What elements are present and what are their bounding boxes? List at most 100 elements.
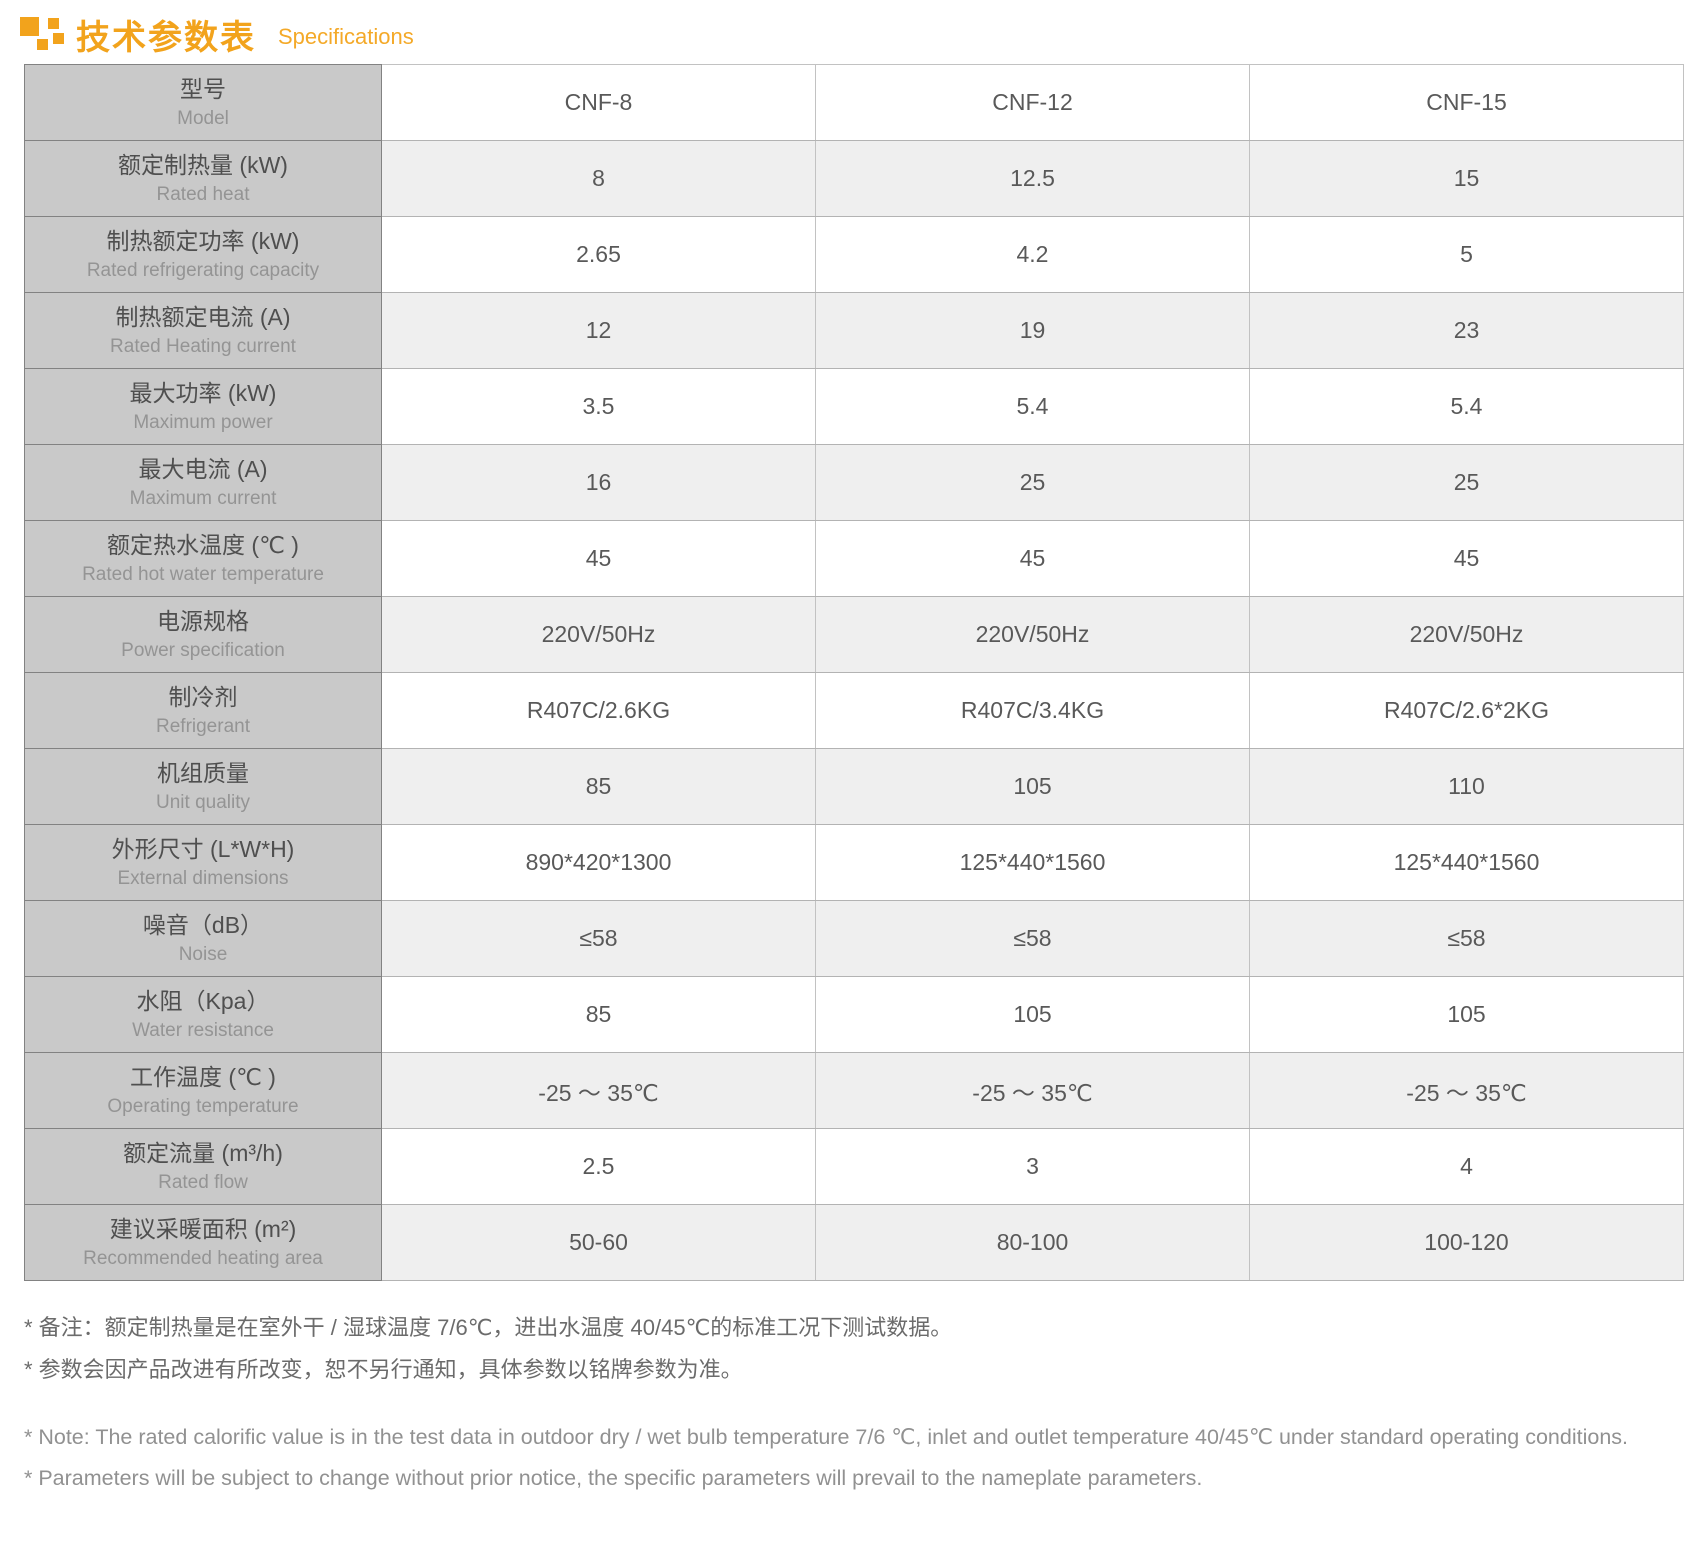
section-title-cn: 技术参数表: [76, 18, 256, 57]
spec-row: 额定流量 (m³/h) Rated flow 2.5 3 4: [24, 1128, 1684, 1205]
spec-value: 4.2: [815, 216, 1250, 293]
row-label-cn: 最大电流 (A): [138, 455, 268, 482]
row-label-cn: 额定制热量 (kW): [118, 151, 288, 178]
row-label-cn: 外形尺寸 (L*W*H): [111, 835, 295, 862]
row-label-cell: 额定制热量 (kW) Rated heat: [24, 140, 382, 217]
row-label-en: Recommended heating area: [83, 1247, 323, 1269]
row-label-cell: 制冷剂 Refrigerant: [24, 672, 382, 749]
spec-value: 220V/50Hz: [381, 596, 816, 673]
spec-value: 45: [1249, 520, 1684, 597]
model-name: CNF-12: [815, 64, 1250, 141]
section-header: 技术参数表 Specifications: [0, 0, 1705, 57]
row-label-en: Water resistance: [132, 1019, 274, 1041]
spec-value: 45: [815, 520, 1250, 597]
row-label-cell: 制热额定功率 (kW) Rated refrigerating capacity: [24, 216, 382, 293]
row-label-cn: 电源规格: [157, 607, 249, 634]
spec-row: 最大功率 (kW) Maximum power 3.5 5.4 5.4: [24, 368, 1684, 445]
spec-row: 制冷剂 Refrigerant R407C/2.6KG R407C/3.4KG R407…: [24, 672, 1684, 749]
spec-row: 最大电流 (A) Maximum current 16 25 25: [24, 444, 1684, 521]
spec-row: 额定热水温度 (℃ ) Rated hot water temperature 45…: [24, 520, 1684, 597]
row-label-en: Rated heat: [156, 183, 250, 205]
spec-value: 16: [381, 444, 816, 521]
spec-row: 电源规格 Power specification 220V/50Hz 220V/50H…: [24, 596, 1684, 673]
row-label-cn: 制热额定功率 (kW): [106, 227, 300, 254]
pixel-squares-icon: [20, 16, 66, 52]
row-label-cn: 噪音（dB）: [142, 911, 264, 938]
spec-row: 额定制热量 (kW) Rated heat 8 12.5 15: [24, 140, 1684, 217]
spec-value: 105: [815, 748, 1250, 825]
row-label-cn: 额定流量 (m³/h): [123, 1139, 283, 1166]
specifications-table: 型号 Model CNF-8 CNF-12 CNF-15 额定制热量 (kW) Rat…: [24, 64, 1684, 1281]
spec-value: 12.5: [815, 140, 1250, 217]
footnote-cn: * 参数会因产品改进有所改变，恕不另行通知，具体参数以铭牌参数为准。: [24, 1357, 743, 1383]
row-label-cell: 最大电流 (A) Maximum current: [24, 444, 382, 521]
row-label-cell: 水阻（Kpa） Water resistance: [24, 976, 382, 1053]
spec-value: 110: [1249, 748, 1684, 825]
row-label-cell: 制热额定电流 (A) Rated Heating current: [24, 292, 382, 369]
row-label-en: Maximum current: [129, 487, 277, 509]
spec-value: 3: [815, 1128, 1250, 1205]
spec-row: 建议采暖面积 (m²) Recommended heating area 50-60…: [24, 1204, 1684, 1281]
spec-value: ≤58: [815, 900, 1250, 977]
spec-row: 机组质量 Unit quality 85 105 110: [24, 748, 1684, 825]
row-label-en: Rated hot water temperature: [82, 563, 324, 585]
spec-value: 80-100: [815, 1204, 1250, 1281]
spec-row: 外形尺寸 (L*W*H) External dimensions 890*420*1…: [24, 824, 1684, 901]
row-label-cn: 制冷剂: [168, 683, 238, 710]
model-name: CNF-15: [1249, 64, 1684, 141]
spec-value: 85: [381, 748, 816, 825]
row-label-cell: 额定流量 (m³/h) Rated flow: [24, 1128, 382, 1205]
spec-row: 工作温度 (℃ ) Operating temperature -25 ～ 35℃ -…: [24, 1052, 1684, 1129]
spec-value: ≤58: [1249, 900, 1684, 977]
row-label-en: Model: [177, 107, 229, 129]
spec-value: 105: [815, 976, 1250, 1053]
spec-value: 105: [1249, 976, 1684, 1053]
row-label-cell: 外形尺寸 (L*W*H) External dimensions: [24, 824, 382, 901]
spec-value: 3.5: [381, 368, 816, 445]
spec-value: 890*420*1300: [381, 824, 816, 901]
spec-value: 220V/50Hz: [815, 596, 1250, 673]
row-label-cn: 型号: [180, 75, 226, 102]
spec-value: -25 ～ 35℃: [815, 1052, 1250, 1129]
spec-value: 5.4: [1249, 368, 1684, 445]
spec-row: 水阻（Kpa） Water resistance 85 105 105: [24, 976, 1684, 1053]
row-label-en: Rated refrigerating capacity: [86, 259, 320, 281]
row-label-cn: 建议采暖面积 (m²): [109, 1215, 297, 1242]
section-title-en: Specifications: [278, 24, 414, 49]
model-name: CNF-8: [381, 64, 816, 141]
spec-row: 制热额定功率 (kW) Rated refrigerating capacity 2…: [24, 216, 1684, 293]
row-label-en: Refrigerant: [156, 715, 250, 737]
row-label-cell: 最大功率 (kW) Maximum power: [24, 368, 382, 445]
row-label-en: Rated Heating current: [110, 335, 296, 357]
table-header-row: 型号 Model CNF-8 CNF-12 CNF-15: [24, 64, 1684, 141]
spec-value: R407C/3.4KG: [815, 672, 1250, 749]
row-label-en: Power specification: [121, 639, 285, 661]
row-label-en: External dimensions: [117, 867, 289, 889]
spec-value: R407C/2.6*2KG: [1249, 672, 1684, 749]
row-label-en: Maximum power: [133, 411, 273, 433]
row-label-en: Rated flow: [158, 1171, 248, 1193]
row-label-cell: 电源规格 Power specification: [24, 596, 382, 673]
spec-value: 25: [1249, 444, 1684, 521]
spec-value: -25 ～ 35℃: [381, 1052, 816, 1129]
row-label-cell: 工作温度 (℃ ) Operating temperature: [24, 1052, 382, 1129]
spec-row: 噪音（dB） Noise ≤58 ≤58 ≤58: [24, 900, 1684, 977]
row-label-cn: 工作温度 (℃ ): [130, 1063, 276, 1090]
spec-value: 8: [381, 140, 816, 217]
spec-value: 100-120: [1249, 1204, 1684, 1281]
footnote-en: * Note: The rated calorific value is in …: [24, 1425, 1628, 1450]
row-label-cell: 额定热水温度 (℃ ) Rated hot water temperature: [24, 520, 382, 597]
spec-value: 220V/50Hz: [1249, 596, 1684, 673]
spec-value: ≤58: [381, 900, 816, 977]
spec-value: 15: [1249, 140, 1684, 217]
row-label-en: Operating temperature: [107, 1095, 299, 1117]
model-header-cell: 型号 Model: [24, 64, 382, 141]
spec-value: 23: [1249, 292, 1684, 369]
footnote-cn: * 备注：额定制热量是在室外干 / 湿球温度 7/6℃，进出水温度 40/45℃…: [24, 1315, 953, 1340]
spec-value: 5: [1249, 216, 1684, 293]
row-label-cn: 机组质量: [157, 759, 249, 786]
spec-value: R407C/2.6KG: [381, 672, 816, 749]
row-label-cn: 制热额定电流 (A): [115, 303, 291, 330]
spec-value: 125*440*1560: [815, 824, 1250, 901]
